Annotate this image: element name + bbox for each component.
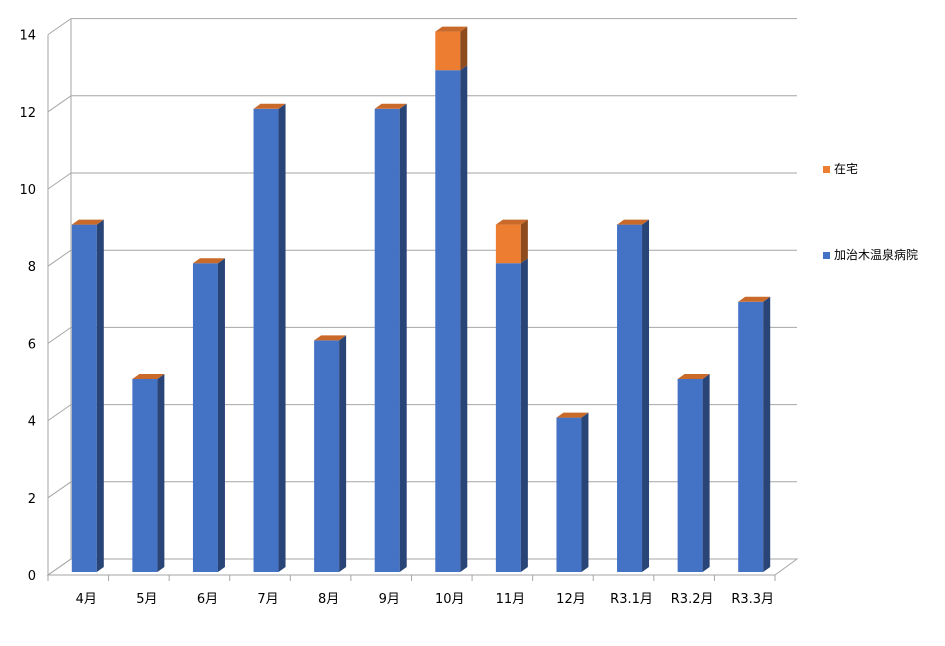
- bar-在宅: [495, 224, 521, 264]
- bar-加治木温泉病院: [374, 108, 400, 573]
- bar-side: [460, 65, 468, 572]
- x-tick-label: 5月: [136, 592, 157, 607]
- legend-label: 在宅: [834, 161, 858, 176]
- bar-top: [253, 103, 286, 109]
- y-tick-label: 0: [28, 569, 36, 584]
- y-tick-label: 2: [28, 492, 36, 507]
- bar-side: [520, 258, 528, 572]
- bar-top: [435, 26, 468, 32]
- y-tick-label: 10: [19, 183, 36, 198]
- bar-side: [763, 296, 771, 572]
- bar-side: [642, 219, 650, 572]
- y-tick-label: 6: [28, 337, 36, 352]
- bar-加治木温泉病院: [495, 263, 521, 572]
- bar-加治木温泉病院: [253, 108, 279, 573]
- x-tick-label: R3.2月: [671, 592, 714, 607]
- bar-top: [617, 219, 650, 225]
- y-tick-label: 4: [28, 415, 36, 430]
- gridline-side: [47, 326, 72, 344]
- y-tick-label: 12: [19, 106, 36, 121]
- x-tick-label: 11月: [496, 592, 526, 607]
- bar-top: [374, 103, 407, 109]
- bar-side: [217, 258, 225, 572]
- bar-加治木温泉病院: [617, 224, 643, 572]
- bar-side: [399, 103, 407, 573]
- gridline-side: [47, 18, 72, 36]
- bar-加治木温泉病院: [192, 263, 218, 572]
- bar-side: [702, 374, 710, 572]
- legend-swatch: [823, 252, 830, 259]
- legend-label: 加治木温泉病院: [834, 247, 918, 262]
- bar-side: [278, 103, 286, 573]
- x-tick-label: 6月: [197, 592, 218, 607]
- x-tick-label: R3.1月: [610, 592, 653, 607]
- bar-top: [677, 374, 710, 379]
- gridline-side: [47, 95, 72, 113]
- y-tick-label: 14: [19, 29, 36, 44]
- x-tick-label: 4月: [76, 592, 97, 607]
- bar-side: [460, 26, 468, 71]
- x-tick-label: 12月: [556, 592, 586, 607]
- bar-加治木温泉病院: [71, 224, 97, 572]
- bar-side: [157, 374, 165, 572]
- bar-top: [192, 258, 225, 264]
- bar-top: [495, 219, 528, 225]
- bar-加治木温泉病院: [738, 301, 764, 572]
- bar-top: [314, 335, 347, 341]
- bar-在宅: [435, 31, 461, 71]
- bar-加治木温泉病院: [677, 379, 703, 572]
- bar-side: [339, 335, 347, 572]
- bar-加治木温泉病院: [314, 340, 340, 572]
- x-tick-label: 7月: [257, 592, 278, 607]
- gridline-side: [47, 172, 72, 190]
- gridline-side: [47, 249, 72, 267]
- bar-加治木温泉病院: [132, 379, 158, 572]
- bar-top: [132, 374, 165, 379]
- y-tick-label: 8: [28, 260, 36, 275]
- bar-加治木温泉病院: [556, 417, 582, 572]
- gridline-side: [47, 481, 72, 499]
- x-tick-label: R3.3月: [731, 592, 774, 607]
- gridline-side: [47, 404, 72, 422]
- x-tick-label: 10月: [435, 592, 465, 607]
- x-tick-label: 8月: [318, 592, 339, 607]
- x-tick-label: 9月: [379, 592, 400, 607]
- bar-side: [520, 219, 528, 264]
- bar-side: [96, 219, 104, 572]
- bar-top: [556, 412, 589, 418]
- bar-top: [738, 296, 771, 302]
- bar-top: [71, 219, 104, 225]
- bar-加治木温泉病院: [435, 70, 461, 572]
- legend-swatch: [823, 166, 830, 173]
- bar-side: [581, 412, 589, 572]
